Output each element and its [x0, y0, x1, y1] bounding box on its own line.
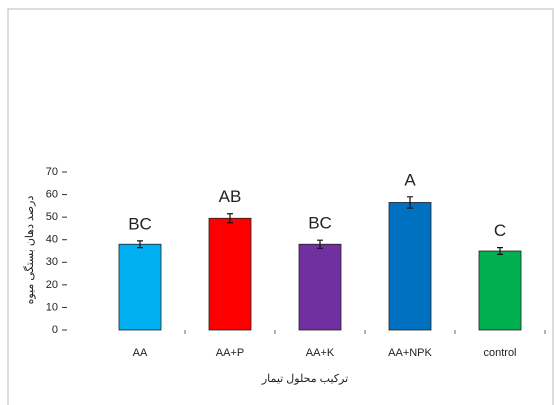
bar — [388, 202, 432, 331]
significance-letter: BC — [308, 214, 332, 233]
y-tick-label: 0 — [52, 324, 58, 336]
bar — [208, 217, 252, 331]
x-tick-label: AA+P — [216, 347, 244, 359]
x-tick-label: AA+K — [306, 347, 335, 359]
significance-letter: A — [404, 170, 416, 189]
y-tick-label: 10 — [46, 301, 58, 313]
y-tick-label: 20 — [46, 279, 58, 291]
x-tick-label: AA — [133, 347, 148, 359]
x-axis-label: ترکیب محلول تیمار — [261, 373, 348, 385]
y-tick-label: 30 — [46, 256, 58, 268]
error-bar — [497, 247, 503, 255]
error-bar — [317, 239, 323, 249]
significance-letter: BC — [128, 214, 152, 233]
y-tick-label: 40 — [46, 234, 58, 246]
y-tick-label: 50 — [46, 211, 58, 223]
bar — [298, 243, 342, 331]
error-bar — [407, 196, 413, 209]
y-tick-label: 60 — [46, 188, 58, 200]
significance-letter: C — [494, 221, 506, 240]
y-axis-label: درصد دهان بستگی میوه — [23, 196, 36, 305]
bar — [118, 243, 162, 331]
y-tick-label: 70 — [46, 166, 58, 178]
error-bar — [137, 240, 143, 249]
x-tick-label: control — [483, 347, 516, 359]
bar — [478, 250, 522, 331]
significance-letter: AB — [219, 187, 242, 206]
x-tick-label: AA+NPK — [388, 347, 432, 359]
frame — [7, 8, 554, 405]
error-bar — [227, 213, 233, 224]
